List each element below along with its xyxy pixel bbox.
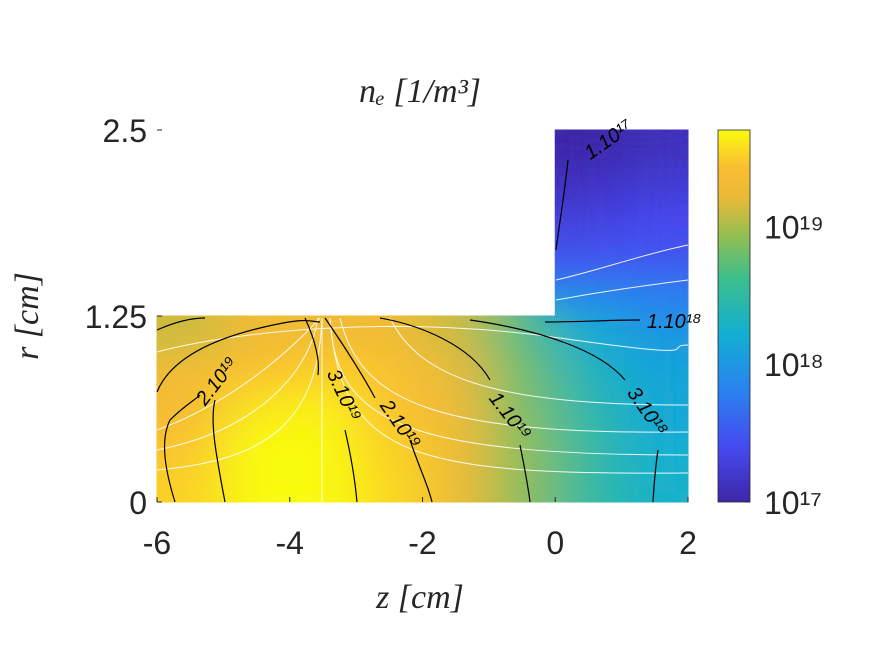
black-contours [156,159,659,503]
cell [555,204,622,242]
colorbar-tick-label: 10¹⁷ [764,485,822,521]
white-contours [156,244,689,502]
y-axis-label: r [cm] [9,272,46,360]
cell [488,390,556,428]
cell [157,353,224,391]
cell [621,167,688,205]
cell [289,316,357,354]
colorbar-tick-label: 10¹⁸ [764,347,824,383]
cell [356,427,423,465]
cell [422,464,489,502]
cell [157,464,224,502]
y-tick-label: 2.5 [103,113,147,149]
cell [555,427,622,465]
cell [289,427,357,465]
cell [157,316,224,354]
cell [555,130,622,168]
x-tick-label: -6 [143,525,171,561]
cell [356,353,423,391]
contour-label: 1.10¹⁸ [647,311,701,333]
x-tick-label: 0 [546,525,564,561]
cell [289,390,357,428]
cell [289,464,357,502]
cell [555,353,622,391]
y-tick-label: 1.25 [85,299,147,335]
colorbar-tick-label: 10¹⁹ [764,209,824,245]
cell [621,316,688,354]
x-tick-label: -2 [408,525,436,561]
cell [157,390,224,428]
cell [356,316,423,354]
cell [488,464,556,502]
field [156,130,689,503]
x-axis-label: z [cm] [375,579,464,616]
cell [555,278,622,316]
cell [555,241,622,279]
cell [356,464,423,502]
cell [555,464,622,502]
colorbar [717,129,751,503]
x-tick-label: -4 [276,525,304,561]
cell [488,316,556,354]
x-tick-label: 2 [679,525,697,561]
cell [223,464,290,502]
cell [621,278,688,316]
cell [223,353,290,391]
y-tick-label: 0 [129,485,147,521]
cell [621,427,688,465]
chart-title: nₑ [1/m³] [359,73,481,110]
cell [621,130,688,168]
cells [157,130,688,502]
cell [422,427,489,465]
cell [223,427,290,465]
cell [621,204,688,242]
cell [555,390,622,428]
cell [488,353,556,391]
cell [289,353,357,391]
cell [621,353,688,391]
cell [621,390,688,428]
cell [223,316,290,354]
cell [422,390,489,428]
